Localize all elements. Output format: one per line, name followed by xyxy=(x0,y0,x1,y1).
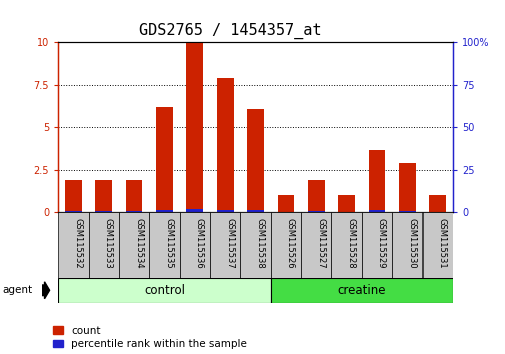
Bar xyxy=(88,212,119,278)
Text: agent: agent xyxy=(3,285,33,295)
Bar xyxy=(307,211,324,212)
Bar xyxy=(95,180,112,212)
Bar xyxy=(58,278,270,303)
Legend: count, percentile rank within the sample: count, percentile rank within the sample xyxy=(53,326,246,349)
Bar xyxy=(368,149,385,212)
Text: GSM115530: GSM115530 xyxy=(407,218,416,268)
Text: GSM115534: GSM115534 xyxy=(134,218,143,268)
Bar xyxy=(391,212,422,278)
Bar xyxy=(95,211,112,212)
Bar xyxy=(179,212,210,278)
Bar xyxy=(270,212,300,278)
Text: GSM115532: GSM115532 xyxy=(73,218,82,268)
Bar xyxy=(398,163,415,212)
Bar xyxy=(300,212,331,278)
Text: GDS2765 / 1454357_at: GDS2765 / 1454357_at xyxy=(139,23,321,39)
Text: GSM115531: GSM115531 xyxy=(437,218,446,268)
Bar xyxy=(126,180,142,212)
Bar xyxy=(337,195,355,212)
Bar xyxy=(156,107,173,212)
Bar xyxy=(210,212,240,278)
Bar xyxy=(126,211,142,212)
Bar xyxy=(270,278,452,303)
Bar xyxy=(429,195,445,212)
Text: GSM115529: GSM115529 xyxy=(376,218,385,268)
Text: GSM115526: GSM115526 xyxy=(285,218,294,268)
Text: GSM115535: GSM115535 xyxy=(164,218,173,268)
Bar xyxy=(186,42,203,212)
Bar xyxy=(398,211,415,212)
Bar xyxy=(247,210,264,212)
Bar xyxy=(58,212,88,278)
Bar xyxy=(65,180,82,212)
Text: GSM115527: GSM115527 xyxy=(316,218,325,268)
Text: GSM115538: GSM115538 xyxy=(255,218,264,268)
Bar xyxy=(217,210,233,212)
Text: control: control xyxy=(143,284,185,297)
Bar xyxy=(277,195,294,212)
Bar xyxy=(149,212,179,278)
Bar xyxy=(247,109,264,212)
Text: GSM115537: GSM115537 xyxy=(225,218,234,268)
Text: creatine: creatine xyxy=(337,284,385,297)
Bar xyxy=(119,212,149,278)
FancyArrow shape xyxy=(42,282,49,299)
Text: GSM115536: GSM115536 xyxy=(194,218,204,268)
Bar xyxy=(240,212,270,278)
Bar xyxy=(307,180,324,212)
Bar xyxy=(422,212,452,278)
Text: GSM115528: GSM115528 xyxy=(346,218,355,268)
Bar xyxy=(156,210,173,212)
Bar xyxy=(331,212,361,278)
Bar xyxy=(368,210,385,212)
Bar xyxy=(217,78,233,212)
Bar xyxy=(361,212,391,278)
Bar xyxy=(186,209,203,212)
Bar xyxy=(65,211,82,212)
Text: GSM115533: GSM115533 xyxy=(104,218,113,268)
